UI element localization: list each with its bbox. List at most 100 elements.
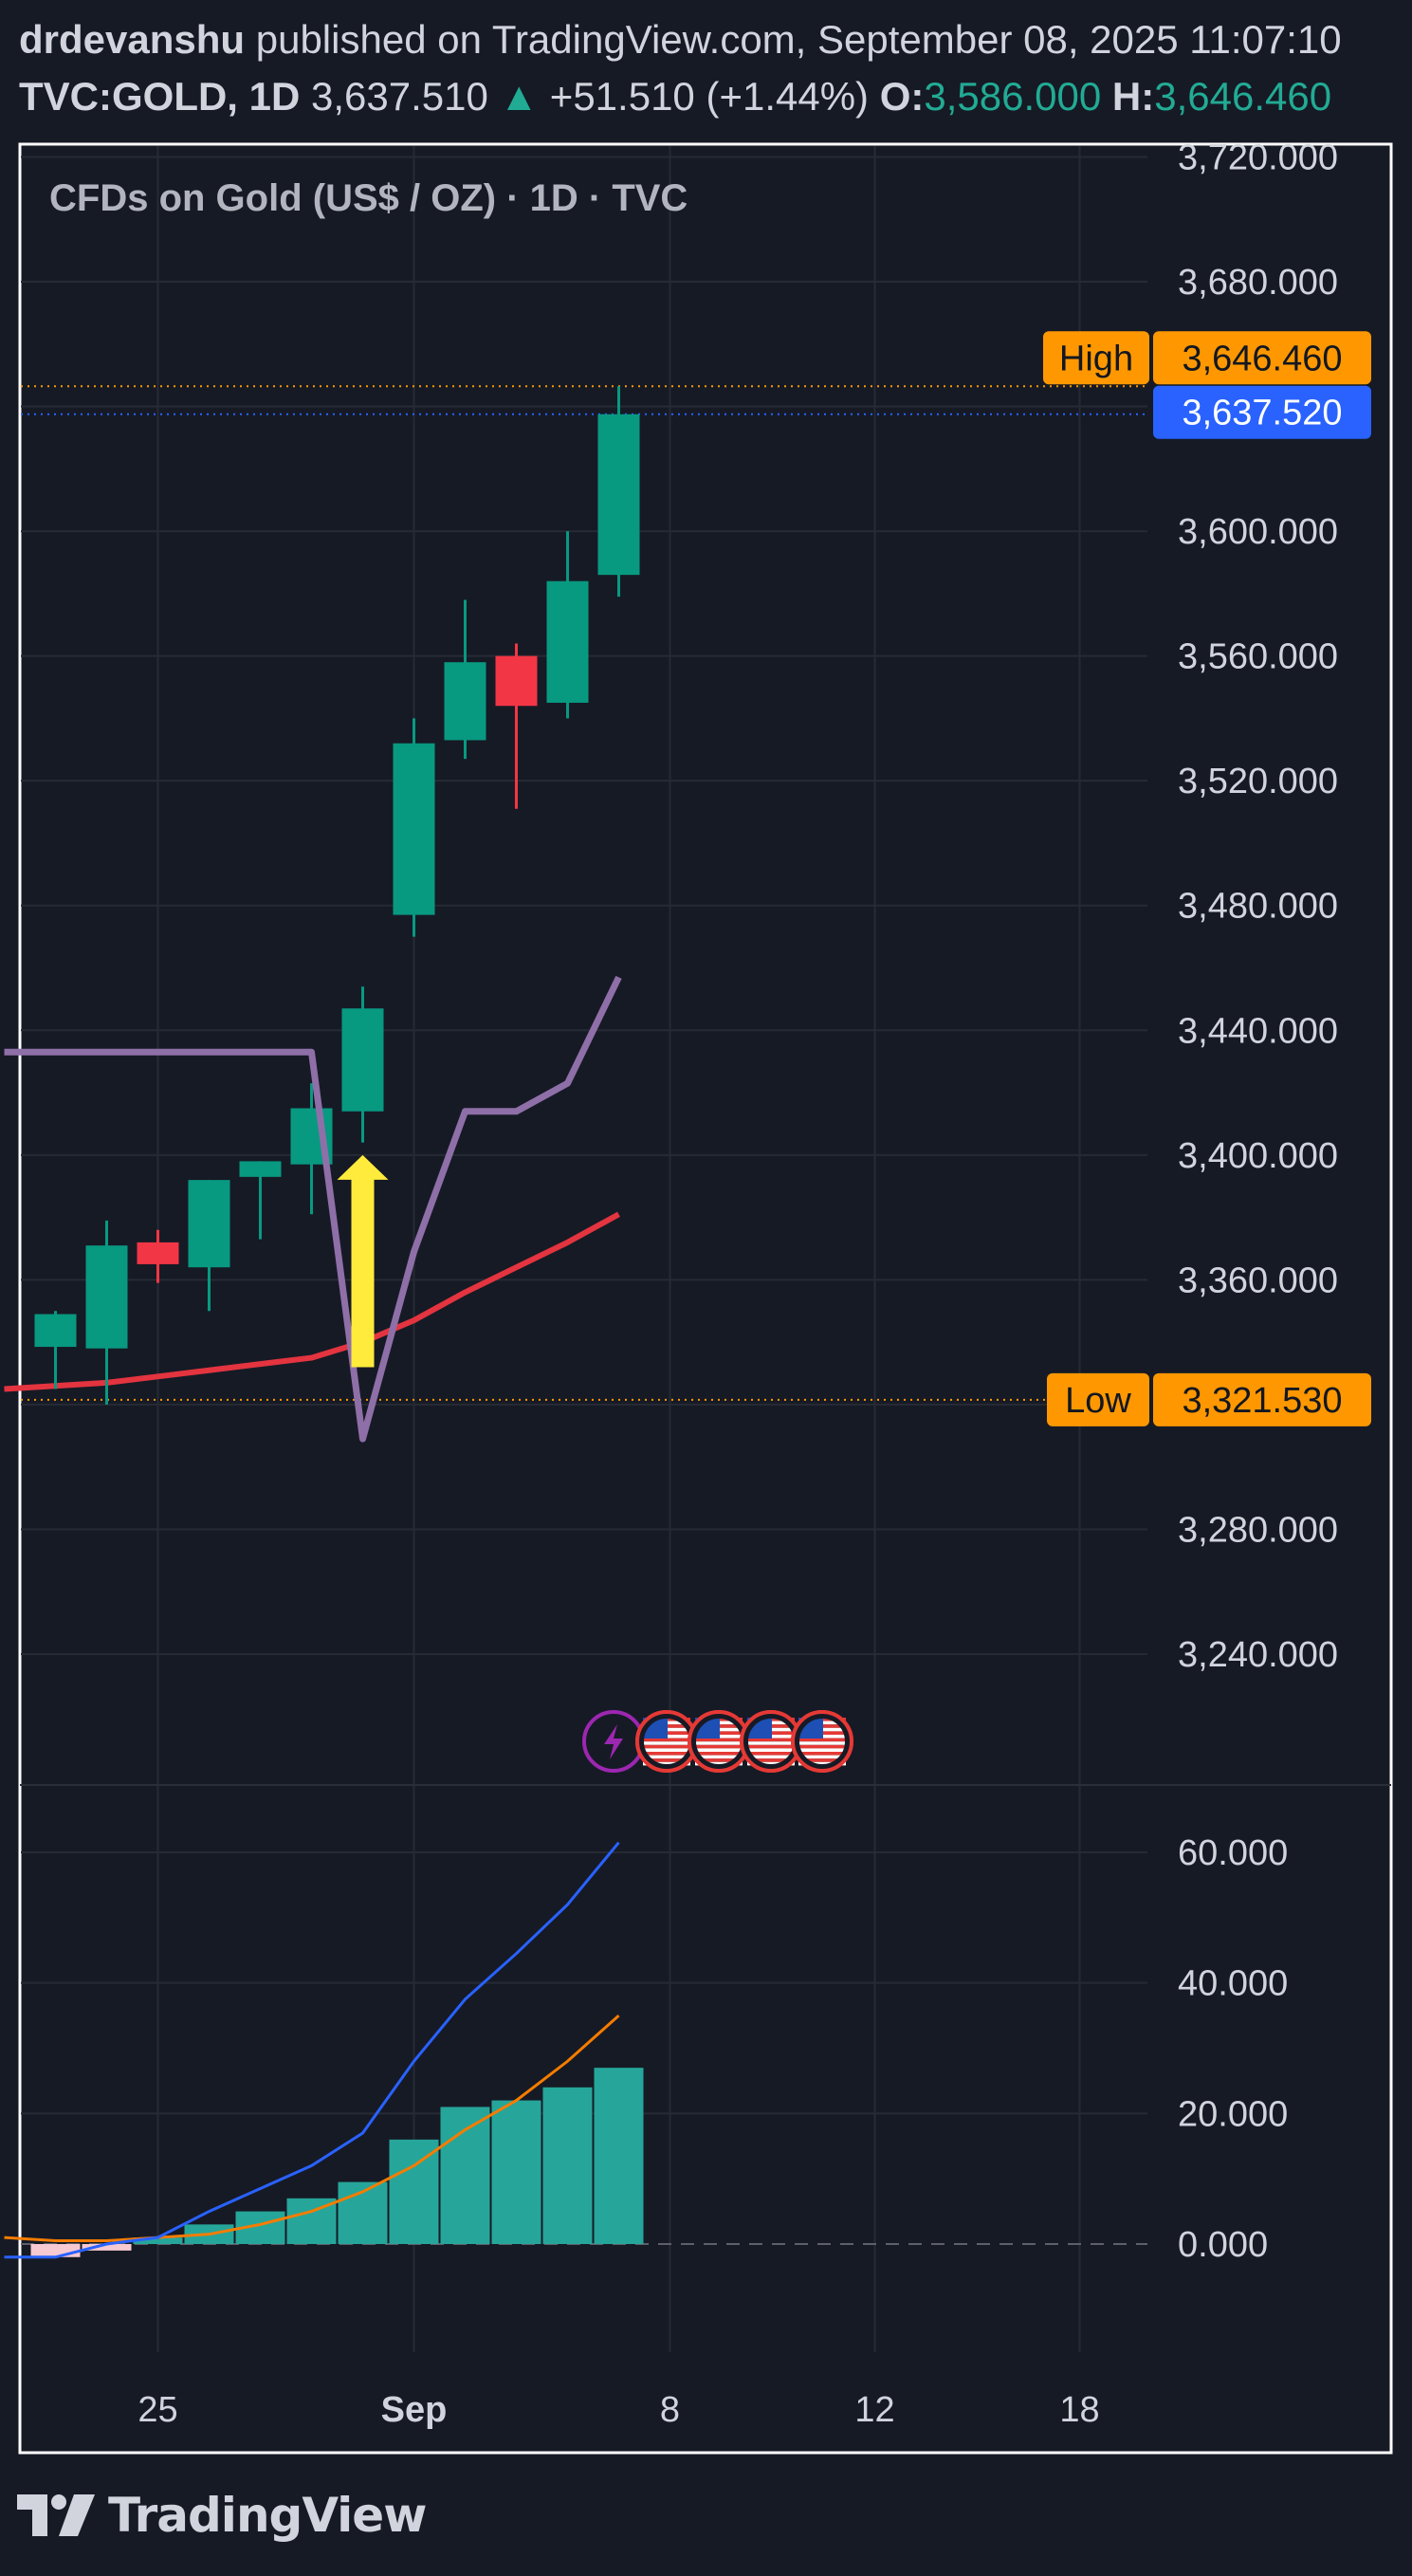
- price-tick-label: 3,440.000: [1178, 1011, 1338, 1051]
- flag-stripe: [643, 1755, 690, 1759]
- candle-body[interactable]: [495, 655, 538, 707]
- tv-logo-icon: [17, 2494, 95, 2536]
- flag-stripe: [695, 1748, 743, 1752]
- histogram-bar[interactable]: [82, 2244, 132, 2251]
- open-value: 3,586.000: [924, 74, 1102, 119]
- symbol-name[interactable]: TVC:GOLD, 1D: [19, 74, 301, 119]
- price-axis[interactable]: 3,240.0003,280.0003,320.0003,360.0003,40…: [1043, 138, 1371, 2265]
- signal-line-purple[interactable]: [4, 975, 622, 1443]
- blue-signal-line[interactable]: [4, 1841, 620, 2259]
- candle-body[interactable]: [393, 743, 435, 915]
- high-value: 3,646.460: [1154, 74, 1332, 119]
- us-flag-icon[interactable]: [791, 1710, 853, 1773]
- price-pane[interactable]: [4, 385, 1148, 1443]
- indicator-tick-label: 60.000: [1178, 1833, 1288, 1873]
- candle-body[interactable]: [34, 1314, 77, 1348]
- price-tick-label: 3,600.000: [1178, 512, 1338, 552]
- flag-ring: [791, 1710, 853, 1773]
- us-flag-icon[interactable]: [688, 1710, 750, 1773]
- buy-arrow-icon[interactable]: [337, 1154, 389, 1368]
- flag-stripe: [695, 1755, 743, 1759]
- flag-stripe: [747, 1748, 795, 1752]
- flag-stripe: [695, 1752, 743, 1756]
- chart-title: CFDs on Gold (US$ / OZ) · 1D · TVC: [49, 177, 688, 219]
- price-label-high-box: [1153, 331, 1371, 385]
- events-row[interactable]: [582, 1710, 853, 1773]
- price-tick-label: 3,520.000: [1178, 762, 1338, 801]
- time-tick-label: 8: [660, 2390, 680, 2430]
- price-label-low-tag: [1047, 1372, 1149, 1426]
- flag-stripe: [798, 1741, 846, 1745]
- high-label: H:: [1111, 74, 1155, 119]
- flag-stripe: [798, 1752, 846, 1756]
- candle-body[interactable]: [597, 414, 640, 576]
- orange-signal-line[interactable]: [4, 2014, 620, 2243]
- chart-frame: [18, 142, 1393, 2455]
- chart-header: drdevanshu published on TradingView.com,…: [19, 11, 1403, 125]
- price-change: +51.510 (+1.44%): [549, 74, 870, 119]
- flag-stripe: [798, 1744, 846, 1749]
- candle-body[interactable]: [85, 1245, 128, 1349]
- histogram-bar[interactable]: [542, 2087, 593, 2244]
- flag-stripe: [747, 1755, 795, 1759]
- price-tick-label: 3,680.000: [1178, 263, 1338, 303]
- price-tick-label: 3,360.000: [1178, 1260, 1338, 1300]
- price-tick-label: 3,280.000: [1178, 1510, 1338, 1550]
- brand-name: TradingView: [108, 2488, 427, 2543]
- time-tick-label: 18: [1059, 2390, 1099, 2430]
- histogram-bar[interactable]: [389, 2139, 439, 2244]
- price-label-low-value: 3,321.530: [1182, 1381, 1342, 1421]
- histogram-bar[interactable]: [133, 2237, 183, 2244]
- moving-average-line[interactable]: [4, 1211, 620, 1392]
- flag-stripe: [695, 1758, 743, 1762]
- indicator-pane[interactable]: [4, 1841, 1148, 2259]
- flag-stripe: [747, 1738, 795, 1742]
- flag-stripe: [643, 1748, 690, 1752]
- lightning-bolt: [604, 1724, 623, 1759]
- symbol-line: TVC:GOLD, 1D 3,637.510 ▲ +51.510 (+1.44%…: [19, 68, 1403, 125]
- flag-stripe: [643, 1738, 690, 1742]
- time-axis[interactable]: 25 Sep 8 12 18: [138, 2390, 1099, 2430]
- price-label-low-box: [1153, 1372, 1371, 1426]
- price-tick-label: 3,480.000: [1178, 887, 1338, 927]
- histogram-bar[interactable]: [491, 2100, 541, 2244]
- candle-body[interactable]: [137, 1242, 179, 1264]
- price-label-low-text: Low: [1065, 1381, 1131, 1421]
- flag-stripe: [643, 1758, 690, 1762]
- candle-body[interactable]: [546, 580, 589, 703]
- price-tick-label: 3,400.000: [1178, 1136, 1338, 1176]
- flag-stripe: [695, 1744, 743, 1749]
- histogram-bar[interactable]: [30, 2244, 81, 2257]
- price-tick-label: 3,720.000: [1178, 138, 1338, 177]
- tradingview-logo[interactable]: TradingView: [17, 2477, 427, 2553]
- candle-body[interactable]: [188, 1180, 230, 1268]
- flag-stripe: [695, 1761, 743, 1766]
- price-label-last-value: 3,637.520: [1182, 394, 1342, 433]
- flag-stripe: [643, 1761, 690, 1766]
- flag-stripe: [747, 1744, 795, 1749]
- flag-stripe: [798, 1755, 846, 1759]
- up-arrow-icon: ▲: [499, 74, 540, 119]
- flag-stripe: [643, 1741, 690, 1745]
- time-tick-label: Sep: [381, 2390, 448, 2430]
- histogram-bar[interactable]: [594, 2068, 644, 2244]
- price-label-high-value: 3,646.460: [1182, 339, 1342, 378]
- open-label: O:: [879, 74, 925, 119]
- time-tick-label: 12: [854, 2390, 894, 2430]
- lightning-icon[interactable]: [582, 1710, 645, 1773]
- flag-stripe: [643, 1744, 690, 1749]
- published-text: published on TradingView.com, September …: [255, 17, 1342, 62]
- histogram-bar[interactable]: [440, 2107, 490, 2244]
- candle-body[interactable]: [239, 1161, 282, 1177]
- flag-stripe: [798, 1748, 846, 1752]
- flag-stripe: [798, 1738, 846, 1742]
- us-flag-icon[interactable]: [635, 1710, 698, 1773]
- candle-body[interactable]: [341, 1008, 384, 1112]
- publish-line: drdevanshu published on TradingView.com,…: [19, 11, 1403, 68]
- author-name[interactable]: drdevanshu: [19, 17, 246, 62]
- candle-body[interactable]: [444, 662, 486, 741]
- indicator-tick-label: 20.000: [1178, 2094, 1288, 2134]
- time-tick-label: 25: [138, 2390, 177, 2430]
- price-tick-label: 3,240.000: [1178, 1635, 1338, 1675]
